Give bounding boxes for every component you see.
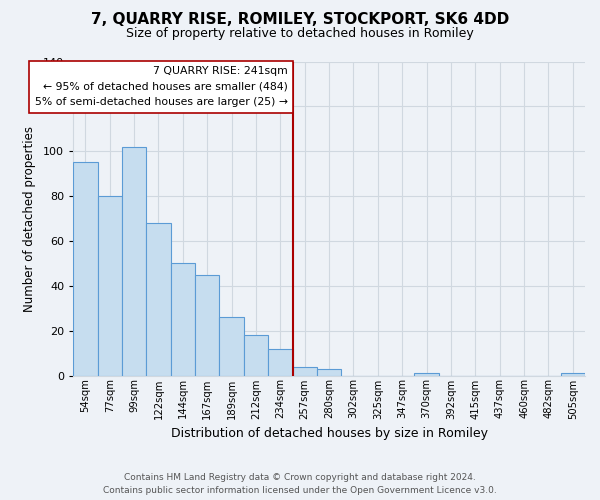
Bar — [268, 348, 293, 376]
Bar — [122, 146, 146, 376]
Bar — [146, 223, 170, 376]
Bar — [415, 374, 439, 376]
Bar — [73, 162, 98, 376]
Bar — [220, 317, 244, 376]
X-axis label: Distribution of detached houses by size in Romiley: Distribution of detached houses by size … — [170, 427, 488, 440]
Bar — [195, 274, 220, 376]
Bar — [98, 196, 122, 376]
Text: Contains HM Land Registry data © Crown copyright and database right 2024.
Contai: Contains HM Land Registry data © Crown c… — [103, 473, 497, 495]
Bar — [293, 366, 317, 376]
Text: Size of property relative to detached houses in Romiley: Size of property relative to detached ho… — [126, 28, 474, 40]
Bar — [170, 264, 195, 376]
Bar — [560, 374, 585, 376]
Text: 7 QUARRY RISE: 241sqm
← 95% of detached houses are smaller (484)
5% of semi-deta: 7 QUARRY RISE: 241sqm ← 95% of detached … — [35, 66, 287, 107]
Text: 7, QUARRY RISE, ROMILEY, STOCKPORT, SK6 4DD: 7, QUARRY RISE, ROMILEY, STOCKPORT, SK6 … — [91, 12, 509, 28]
Bar — [244, 335, 268, 376]
Y-axis label: Number of detached properties: Number of detached properties — [23, 126, 36, 312]
Bar — [317, 369, 341, 376]
